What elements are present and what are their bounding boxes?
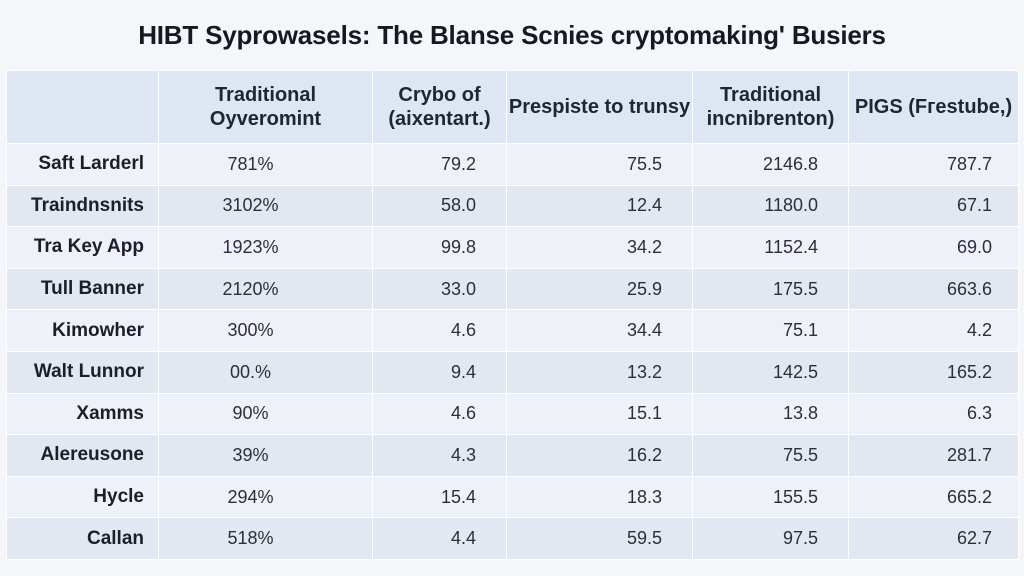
row-label: Tra Key App <box>6 226 159 269</box>
table-cell: 97.5 <box>692 517 849 560</box>
table-cell: 62.7 <box>848 517 1019 560</box>
table-row: Traindnsnits 3102% 58.0 12.4 1180.0 67.1 <box>6 184 1019 228</box>
row-label: Callan <box>6 517 159 560</box>
column-header: PIGS (Fгestube,) <box>848 70 1019 144</box>
table-row: Saft Larderl 781% 79.2 75.5 2146.8 787.7 <box>6 143 1019 186</box>
row-label: Kimowher <box>6 309 159 352</box>
table-cell: 58.0 <box>372 184 507 228</box>
table-cell: 518% <box>158 517 373 560</box>
table-cell: 9.4 <box>372 350 507 394</box>
table-cell: 4.4 <box>372 517 507 560</box>
table-row: Tull Banner 2120% 33.0 25.9 175.5 663.6 <box>6 267 1019 311</box>
table-cell: 2146.8 <box>692 143 849 186</box>
table-cell: 33.0 <box>372 267 507 311</box>
table-cell: 18.3 <box>506 475 693 519</box>
table-cell: 781% <box>158 143 373 186</box>
header-corner <box>6 70 159 144</box>
row-label: Traindnsnits <box>6 184 159 228</box>
table-cell: 13.8 <box>692 392 849 436</box>
table-cell: 90% <box>158 392 373 436</box>
table-cell: 79.2 <box>372 143 507 186</box>
table-cell: 300% <box>158 309 373 352</box>
table-cell: 12.4 <box>506 184 693 228</box>
data-table-container: Traditional Oyveromint Crybo of (aixenta… <box>6 70 1019 560</box>
table-cell: 4.3 <box>372 434 507 477</box>
table-row: Callan 518% 4.4 59.5 97.5 62.7 <box>6 517 1019 560</box>
table-cell: 13.2 <box>506 350 693 394</box>
table-cell: 59.5 <box>506 517 693 560</box>
table-cell: 69.0 <box>848 226 1019 269</box>
table-cell: 75.5 <box>506 143 693 186</box>
table-row: Walt Lunnor 00.% 9.4 13.2 142.5 165.2 <box>6 350 1019 394</box>
table-cell: 165.2 <box>848 350 1019 394</box>
row-label: Saft Larderl <box>6 143 159 186</box>
table-row: Alereusone 39% 4.3 16.2 75.5 281.7 <box>6 434 1019 477</box>
table-row: Hycle 294% 15.4 18.3 155.5 665.2 <box>6 475 1019 519</box>
table-cell: 16.2 <box>506 434 693 477</box>
table-cell: 1152.4 <box>692 226 849 269</box>
column-header: Prespiste to trunsy <box>506 70 693 144</box>
table-cell: 2120% <box>158 267 373 311</box>
table-cell: 4.6 <box>372 392 507 436</box>
table-cell: 4.2 <box>848 309 1019 352</box>
row-label: Xamms <box>6 392 159 436</box>
table-cell: 1923% <box>158 226 373 269</box>
chart-title: HIBT Syprowasels: The Blanse Scnies cryp… <box>138 20 886 50</box>
table-row: Xamms 90% 4.6 15.1 13.8 6.3 <box>6 392 1019 436</box>
table-cell: 294% <box>158 475 373 519</box>
table-cell: 155.5 <box>692 475 849 519</box>
table-cell: 787.7 <box>848 143 1019 186</box>
table-cell: 281.7 <box>848 434 1019 477</box>
table-cell: 15.4 <box>372 475 507 519</box>
table-body: Saft Larderl 781% 79.2 75.5 2146.8 787.7 Train… <box>6 143 1019 560</box>
table-cell: 67.1 <box>848 184 1019 228</box>
table-row: Kimowher 300% 4.6 34.4 75.1 4.2 <box>6 309 1019 352</box>
row-label: Tull Banner <box>6 267 159 311</box>
table-cell: 175.5 <box>692 267 849 311</box>
table-cell: 142.5 <box>692 350 849 394</box>
table-cell: 6.3 <box>848 392 1019 436</box>
row-label: Walt Lunnor <box>6 350 159 394</box>
column-header: Traditional incnibrenton) <box>692 70 849 144</box>
table-cell: 663.6 <box>848 267 1019 311</box>
table-cell: 34.2 <box>506 226 693 269</box>
table-cell: 99.8 <box>372 226 507 269</box>
table-cell: 75.1 <box>692 309 849 352</box>
table-cell: 00.% <box>158 350 373 394</box>
column-header: Traditional Oyveromint <box>158 70 373 144</box>
data-table: Traditional Oyveromint Crybo of (aixenta… <box>6 70 1019 560</box>
row-label: Alereusone <box>6 434 159 477</box>
table-cell: 25.9 <box>506 267 693 311</box>
table-row: Tra Key App 1923% 99.8 34.2 1152.4 69.0 <box>6 226 1019 269</box>
table-cell: 75.5 <box>692 434 849 477</box>
header-row: Traditional Oyveromint Crybo of (aixenta… <box>6 70 1019 144</box>
table-cell: 15.1 <box>506 392 693 436</box>
table-cell: 1180.0 <box>692 184 849 228</box>
table-cell: 39% <box>158 434 373 477</box>
table-cell: 3102% <box>158 184 373 228</box>
row-label: Hycle <box>6 475 159 519</box>
table-cell: 34.4 <box>506 309 693 352</box>
column-header: Crybo of (aixentart.) <box>372 70 507 144</box>
table-cell: 665.2 <box>848 475 1019 519</box>
table-cell: 4.6 <box>372 309 507 352</box>
